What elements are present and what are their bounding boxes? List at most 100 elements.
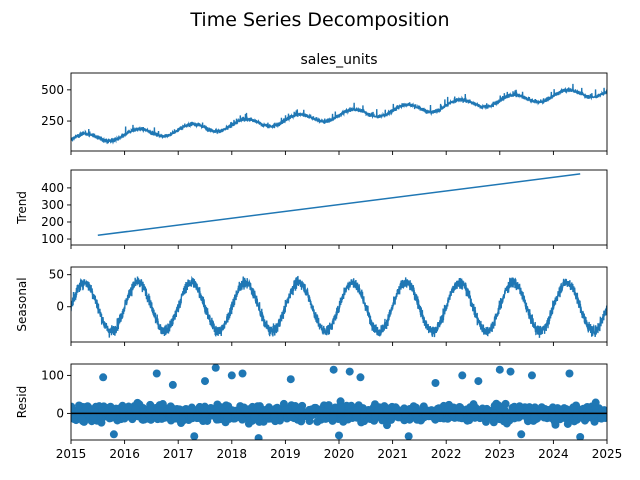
resid-point (158, 400, 167, 409)
plot-area (71, 275, 607, 338)
resid-point (421, 407, 430, 416)
resid-point (248, 402, 257, 411)
x-tick-label: 2024 (538, 447, 569, 461)
resid-outlier-point (286, 375, 295, 384)
resid-outlier-point (458, 371, 467, 380)
resid-point (343, 415, 352, 424)
y-tick-label: 400 (41, 181, 64, 195)
y-tick-label: 0 (56, 300, 64, 314)
resid-outlier-point (238, 369, 247, 378)
y-tick-label: 250 (41, 114, 64, 128)
resid-outlier-point (190, 432, 199, 440)
resid-point (131, 405, 140, 414)
subplot-3: 0 50 Seasonal (15, 266, 608, 346)
resid-point (119, 410, 128, 419)
resid-point (199, 417, 208, 426)
resid-point (352, 406, 361, 415)
resid-point (71, 402, 76, 411)
resid-point (470, 410, 479, 419)
resid-outlier-point (565, 369, 574, 378)
resid-point (352, 412, 361, 421)
resid-outlier-point (431, 379, 440, 387)
x-tick-label: 2025 (592, 447, 623, 461)
resid-point (563, 419, 572, 428)
resid-outlier-point (345, 367, 354, 376)
resid-point (195, 403, 204, 412)
resid-point (359, 410, 368, 419)
resid-point (124, 402, 133, 411)
resid-point (401, 410, 410, 419)
resid-point (455, 413, 464, 422)
resid-point (77, 415, 86, 424)
resid-point (490, 401, 499, 410)
resid-point (465, 416, 474, 425)
resid-outlier-point (517, 430, 526, 439)
resid-point (322, 408, 331, 417)
y-tick-label: 100 (41, 232, 64, 246)
resid-outlier-point (201, 377, 209, 386)
resid-outlier-point (99, 373, 108, 382)
resid-point (228, 406, 237, 415)
resid-point (469, 400, 478, 409)
subplot-2: 100 200 300 400 Trend (15, 169, 608, 249)
resid-point (455, 403, 464, 412)
x-tick-label: 2023 (485, 447, 516, 461)
resid-point (250, 412, 259, 421)
resid-outlier-point (254, 434, 263, 440)
subplot-1: 250 500 sales_units (41, 52, 608, 155)
resid-point (89, 413, 98, 422)
resid-outlier-point (404, 432, 413, 440)
resid-outlier-point (168, 380, 177, 389)
subplots: 250 500 sales_units 100 200 300 400 Trend 0 50 Sea… (15, 52, 622, 461)
y-axis-label: Trend (15, 191, 29, 225)
subplot-title: sales_units (300, 52, 377, 68)
resid-point (515, 404, 524, 413)
resid-point (108, 412, 117, 421)
resid-point (591, 398, 600, 407)
resid-point (212, 413, 221, 422)
resid-point (583, 414, 592, 423)
resid-point (75, 401, 84, 410)
resid-point (523, 407, 532, 416)
resid-outlier-point (506, 367, 515, 376)
resid-point (271, 417, 280, 426)
resid-point (262, 411, 271, 420)
resid-outlier-point (576, 432, 585, 440)
seasonal-line (71, 275, 607, 338)
y-tick-label: 500 (41, 83, 64, 97)
x-tick-label: 2016 (109, 447, 140, 461)
resid-point (510, 414, 519, 423)
resid-outlier-point (329, 365, 338, 374)
resid-outlier-point (109, 430, 118, 439)
resid-point (530, 413, 539, 422)
resid-point (81, 403, 90, 412)
resid-point (433, 404, 442, 413)
resid-point (71, 413, 76, 422)
resid-point (563, 407, 572, 416)
sales-units-line (71, 83, 607, 145)
resid-point (238, 415, 247, 424)
resid-point (273, 403, 282, 412)
resid-point (329, 413, 338, 422)
resid-point (391, 404, 400, 413)
plot-area (71, 83, 607, 145)
y-tick-label: 200 (41, 215, 64, 229)
y-axis-label: Resid (15, 386, 29, 418)
y-tick-label: 100 (41, 368, 64, 382)
resid-outlier-point (474, 377, 483, 386)
resid-point (313, 417, 322, 426)
x-tick-label: 2019 (270, 447, 301, 461)
resid-point (444, 400, 453, 409)
x-tick-label: 2020 (324, 447, 355, 461)
resid-outlier-point (211, 364, 220, 372)
resid-point (241, 405, 250, 414)
x-tick-label: 2018 (217, 447, 248, 461)
y-tick-label: 300 (41, 198, 64, 212)
resid-point (370, 400, 379, 409)
resid-point (125, 410, 134, 419)
x-tick-label: 2022 (431, 447, 462, 461)
figure-title: Time Series Decomposition (189, 9, 449, 31)
resid-point (371, 412, 380, 421)
